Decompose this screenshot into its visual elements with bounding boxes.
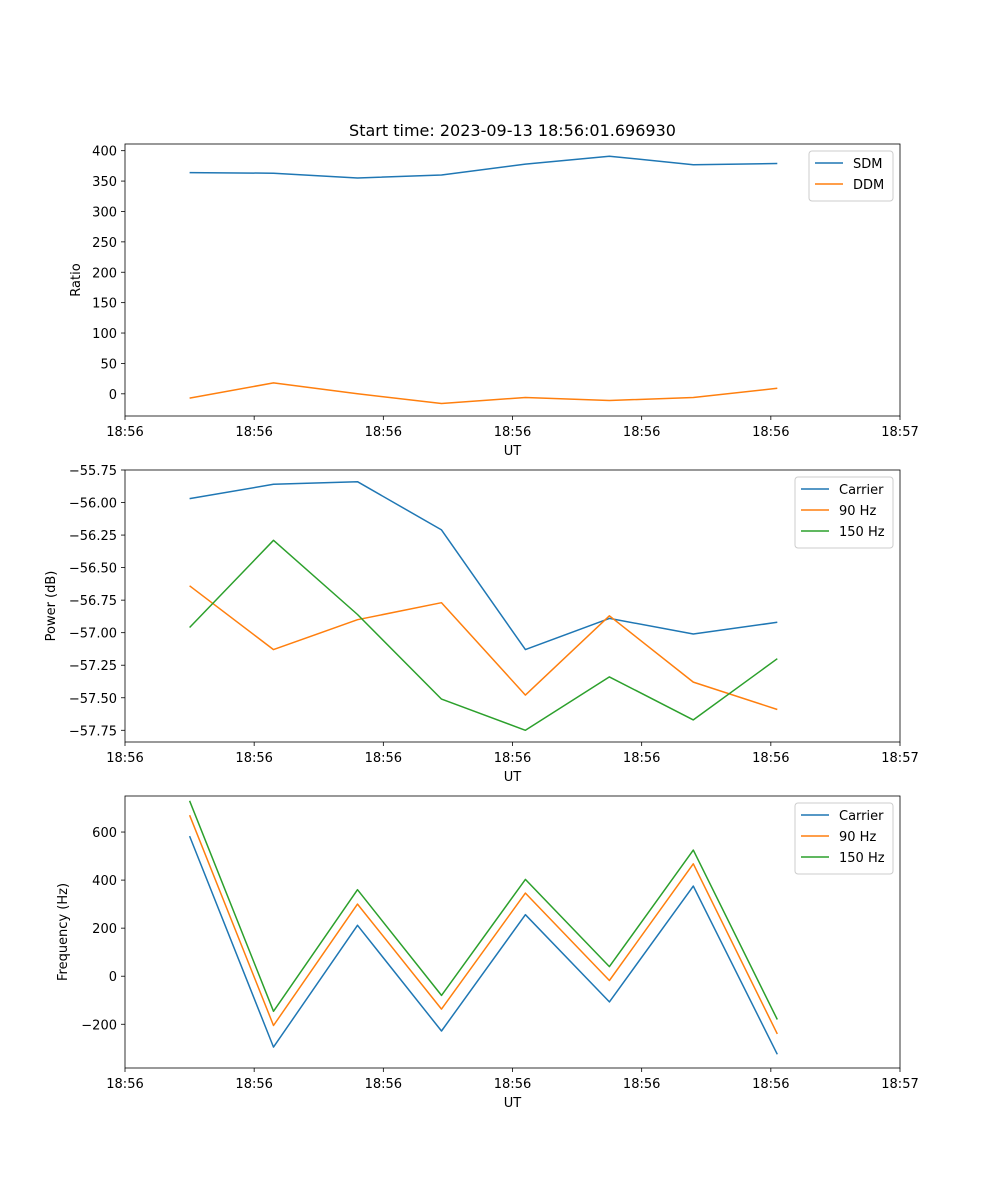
frequency-y-tick-label: −200 (81, 1018, 117, 1033)
frequency-series-150-hz-line (188, 800, 778, 1020)
ratio-y-tick-label: 300 (92, 205, 117, 220)
power-y-tick-label: −55.75 (69, 464, 117, 479)
ratio-y-tick-label: 350 (92, 175, 117, 190)
frequency-x-tick-label: 18:56 (365, 1077, 402, 1092)
frequency-legend-label: 90 Hz (839, 830, 876, 845)
frequency-y-tick-label: 200 (92, 922, 117, 937)
ratio-x-tick-label: 18:57 (881, 425, 918, 440)
ratio-y-tick-label: 150 (92, 297, 117, 312)
ratio-x-tick-label: 18:56 (623, 425, 660, 440)
frequency-x-axis-label: UT (504, 1096, 522, 1111)
frequency-legend-label: Carrier (839, 809, 884, 824)
power-x-tick-label: 18:56 (752, 751, 789, 766)
ratio-legend-label: DDM (853, 178, 884, 193)
power-y-tick-label: −57.00 (69, 627, 117, 642)
ratio-y-tick-label: 250 (92, 236, 117, 251)
frequency-x-tick-label: 18:56 (494, 1077, 531, 1092)
power-y-tick-label: −56.00 (69, 497, 117, 512)
frequency-y-axis-label: Frequency (Hz) (56, 883, 71, 981)
frequency-x-tick-label: 18:56 (106, 1077, 143, 1092)
ratio-y-tick-label: 400 (92, 145, 117, 160)
ratio-x-tick-label: 18:56 (106, 425, 143, 440)
ratio-y-tick-label: 0 (109, 388, 117, 403)
ratio-x-tick-label: 18:56 (752, 425, 789, 440)
ratio-x-tick-label: 18:56 (235, 425, 272, 440)
ratio-series-ddm-line (189, 382, 778, 405)
ratio-panel: 18:56 18:56 18:56 18:56 18:56 18:56 18:57 0 50 10… (69, 143, 919, 459)
frequency-y-tick-label: 0 (109, 970, 117, 985)
figure-title: Start time: 2023-09-13 18:56:01.696930 (349, 121, 676, 140)
frequency-x-tick-label: 18:57 (881, 1077, 918, 1092)
ratio-legend-label: SDM (853, 157, 882, 172)
power-series-carrier-line (189, 480, 778, 651)
power-x-tick-label: 18:57 (881, 751, 918, 766)
power-y-tick-label: −56.50 (69, 562, 117, 577)
frequency-y-tick-label: 600 (92, 826, 117, 841)
power-y-tick-label: −57.25 (69, 659, 117, 674)
power-y-tick-label: −56.75 (69, 594, 117, 609)
ratio-y-axis-label: Ratio (69, 263, 84, 296)
frequency-panel: 18:56 18:56 18:56 18:56 18:56 18:56 18:57 −200 0… (56, 795, 919, 1111)
frequency-legend-label: 150 Hz (839, 851, 885, 866)
power-y-tick-label: −57.50 (69, 692, 117, 707)
frequency-series-90-hz-line (188, 814, 778, 1035)
frequency-series-carrier-line (188, 835, 778, 1055)
frequency-x-tick-label: 18:56 (623, 1077, 660, 1092)
power-y-tick-label: −57.75 (69, 724, 117, 739)
ratio-x-tick-label: 18:56 (365, 425, 402, 440)
power-panel: 18:56 18:56 18:56 18:56 18:56 18:56 18:57 −55.7… (44, 464, 919, 785)
power-legend-label: Carrier (839, 483, 884, 498)
power-x-tick-label: 18:56 (235, 751, 272, 766)
power-x-tick-label: 18:56 (623, 751, 660, 766)
power-x-axis-label: UT (504, 770, 522, 785)
power-x-tick-label: 18:56 (494, 751, 531, 766)
power-legend-label: 90 Hz (839, 504, 876, 519)
power-series-90-hz-line (189, 585, 778, 711)
power-x-tick-label: 18:56 (106, 751, 143, 766)
ratio-y-tick-label: 200 (92, 266, 117, 281)
ratio-y-tick-label: 50 (100, 357, 117, 372)
ratio-x-tick-label: 18:56 (494, 425, 531, 440)
frequency-x-tick-label: 18:56 (235, 1077, 272, 1092)
frequency-y-tick-label: 400 (92, 874, 117, 889)
power-legend-label: 150 Hz (839, 525, 885, 540)
frequency-x-tick-label: 18:56 (752, 1077, 789, 1092)
ratio-series-sdm-line (189, 155, 778, 179)
ratio-x-axis-label: UT (504, 444, 522, 459)
ratio-y-tick-label: 100 (92, 327, 117, 342)
power-y-axis-label: Power (dB) (44, 571, 59, 642)
power-series-150-hz-line (189, 539, 778, 732)
power-x-tick-label: 18:56 (365, 751, 402, 766)
power-y-tick-label: −56.25 (69, 529, 117, 544)
